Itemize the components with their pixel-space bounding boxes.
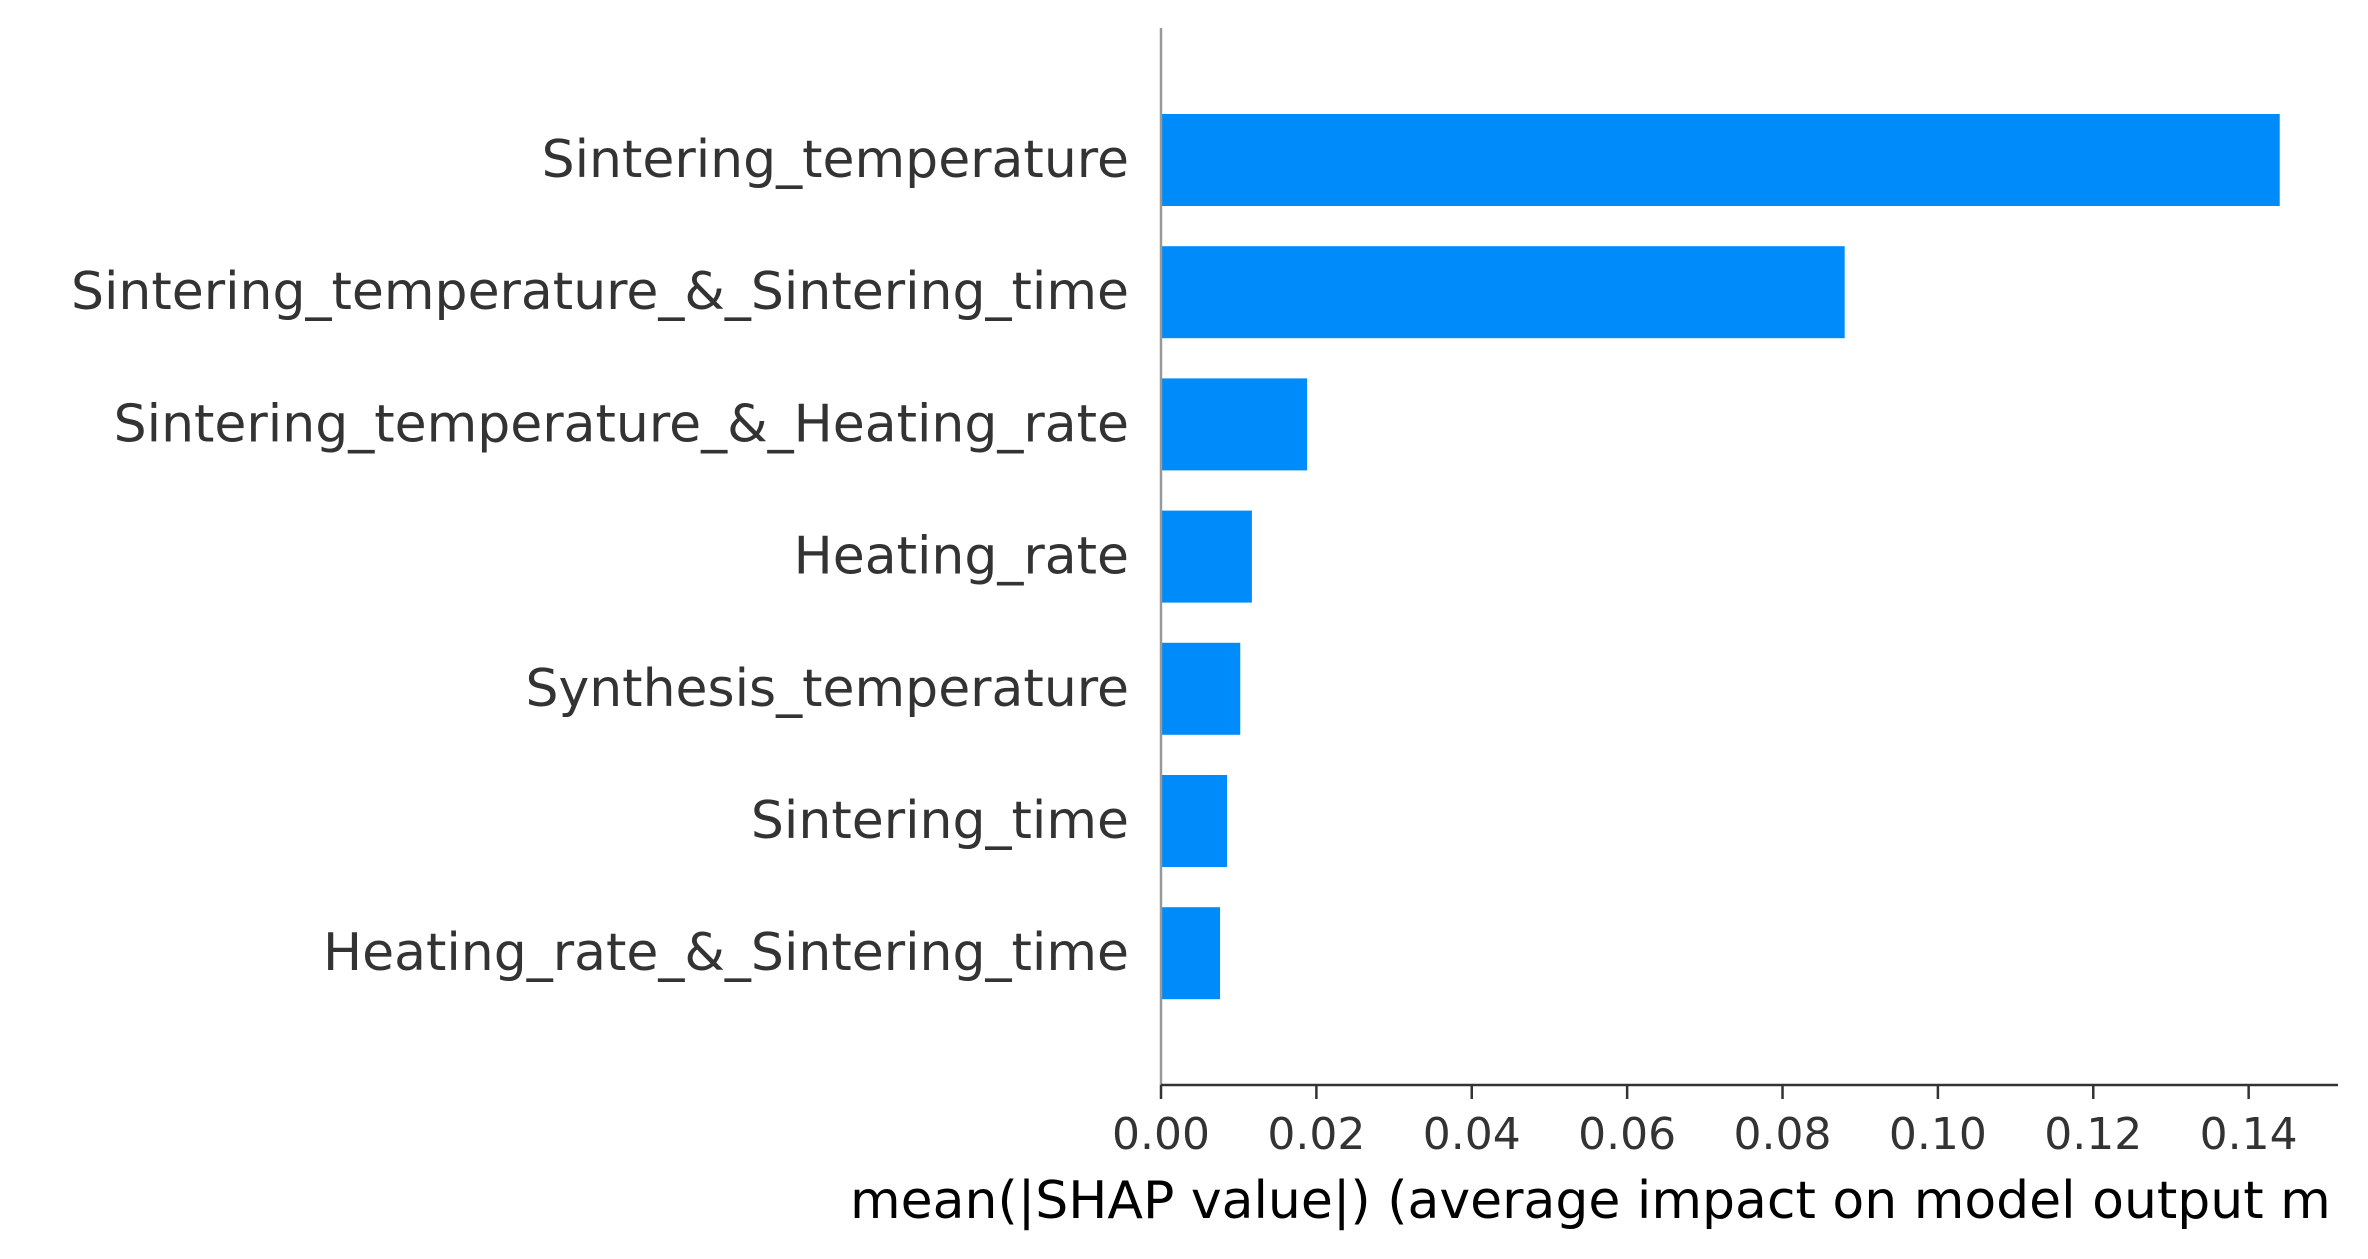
bar — [1161, 510, 1252, 603]
bar — [1161, 114, 2280, 206]
bar — [1161, 775, 1228, 867]
bars-group — [1161, 114, 2280, 1000]
x-tick-label: 0.04 — [1423, 1109, 1521, 1160]
category-label: Heating_rate — [794, 527, 1129, 587]
x-tick-label: 0.10 — [1889, 1109, 1987, 1160]
x-tick-label: 0.02 — [1267, 1109, 1365, 1160]
bar — [1161, 642, 1241, 735]
category-label: Sintering_time — [751, 791, 1129, 851]
x-tick-label: 0.08 — [1734, 1109, 1832, 1160]
bar — [1161, 907, 1221, 1000]
category-label: Sintering_temperature — [542, 130, 1129, 190]
x-tick-label: 0.06 — [1578, 1109, 1676, 1160]
x-tick-label: 0.12 — [2044, 1109, 2142, 1160]
category-label: Heating_rate_&_Sintering_time — [323, 923, 1129, 983]
category-label: Sintering_temperature_&_Sintering_time — [71, 262, 1129, 322]
x-tick-label: 0.00 — [1112, 1109, 1210, 1160]
x-axis-label: mean(|SHAP value|) (average impact on mo… — [850, 1171, 2331, 1231]
category-labels: Sintering_temperature Sintering_temperatu… — [71, 130, 1129, 983]
bar — [1161, 246, 1845, 339]
category-label: Sintering_temperature_&_Heating_rate — [114, 394, 1129, 454]
category-label: Synthesis_temperature — [525, 659, 1129, 719]
x-tick-label: 0.14 — [2200, 1109, 2298, 1160]
x-ticks-group: 0.00 0.02 0.04 0.06 0.08 0.10 0.12 0.14 — [1112, 1085, 2298, 1160]
bar — [1161, 378, 1308, 471]
